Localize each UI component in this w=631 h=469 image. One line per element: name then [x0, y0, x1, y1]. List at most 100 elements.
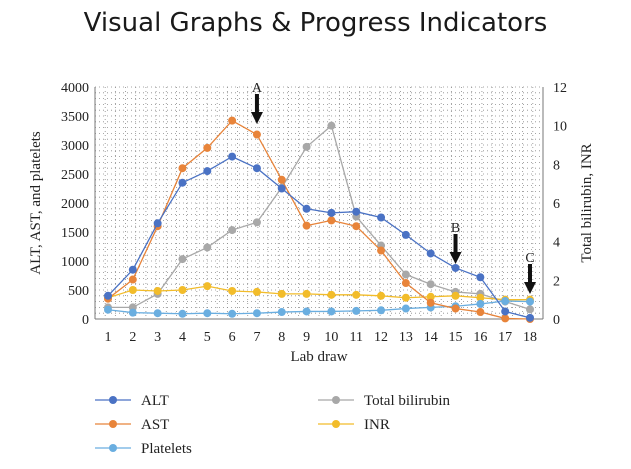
x-tick-label: 7: [253, 330, 260, 345]
data-point: [352, 222, 361, 231]
annotation-label: A: [252, 81, 263, 96]
legend-marker: [109, 396, 117, 404]
series-alt: [104, 152, 534, 322]
data-point: [128, 275, 137, 284]
annotation-arrow-shaft: [254, 94, 259, 114]
legend-marker: [109, 444, 117, 452]
grid: [94, 86, 544, 320]
data-point: [277, 184, 286, 193]
data-point: [277, 308, 286, 317]
legend-item-alt: ALT: [95, 393, 169, 409]
series-platelets: [104, 297, 534, 318]
data-point: [228, 152, 237, 161]
legend-label: AST: [141, 417, 169, 433]
data-point: [203, 309, 212, 318]
data-point: [426, 292, 435, 301]
annotation-arrow-shaft: [453, 234, 458, 254]
x-tick-label: 18: [523, 330, 537, 345]
x-tick-label: 4: [179, 330, 186, 345]
data-point: [252, 309, 261, 318]
series-layer: [104, 116, 534, 323]
data-point: [377, 213, 386, 222]
axes: 0 500 1000 1500 2000 2500 3000 3500 4000 0 2 4 6 8 10 1…: [61, 81, 567, 345]
legend-marker: [332, 420, 340, 428]
data-point: [203, 143, 212, 152]
data-point: [228, 286, 237, 295]
data-point: [327, 290, 336, 299]
y-tick-label: 500: [68, 284, 89, 299]
data-point: [352, 306, 361, 315]
x-tick-label: 3: [154, 330, 161, 345]
legend: ALT AST Platelets Total bilirubin INR: [95, 393, 451, 457]
data-point: [377, 246, 386, 255]
data-point: [104, 305, 112, 314]
data-point: [401, 293, 410, 302]
data-point: [252, 287, 261, 296]
data-point: [178, 164, 187, 173]
x-tick-label: 11: [349, 330, 362, 345]
x-tick-label: 12: [374, 330, 388, 345]
annotation-arrow-head: [524, 282, 536, 294]
x-tick-label: 9: [303, 330, 310, 345]
data-point: [377, 291, 386, 300]
data-point: [178, 255, 187, 264]
y-tick-label: 2500: [61, 168, 89, 183]
x-tick-label: 10: [324, 330, 338, 345]
data-point: [476, 308, 485, 317]
series-line: [107, 119, 531, 320]
data-point: [327, 307, 336, 316]
data-point: [352, 207, 361, 216]
annotation-b: B: [449, 221, 462, 264]
data-point: [476, 299, 485, 308]
x-tick-label: 16: [473, 330, 487, 345]
y-tick-label: 0: [82, 313, 89, 328]
data-point: [526, 305, 534, 314]
x-tick-label: 8: [278, 330, 285, 345]
y-tick-label: 4000: [61, 81, 89, 96]
data-point: [401, 270, 410, 279]
annotation-label: B: [451, 221, 460, 236]
y2-tick-label: 2: [553, 274, 560, 289]
data-point: [178, 286, 187, 294]
annotation-arrow-head: [449, 252, 462, 264]
data-point: [426, 249, 435, 258]
data-point: [228, 116, 237, 125]
data-point: [128, 308, 137, 317]
data-point: [203, 282, 212, 291]
data-point: [327, 208, 336, 217]
y-tick-label: 2000: [61, 197, 89, 212]
data-point: [377, 306, 386, 315]
legend-label: ALT: [141, 393, 169, 409]
legend-label: Total bilirubin: [364, 393, 451, 409]
data-point: [277, 175, 286, 184]
data-point: [153, 219, 162, 228]
data-point: [401, 230, 410, 239]
x-tick-label: 2: [129, 330, 136, 345]
data-point: [476, 293, 485, 302]
annotation-label: C: [525, 251, 534, 266]
data-point: [426, 298, 435, 307]
data-point: [352, 290, 361, 299]
data-point: [426, 280, 435, 289]
annotations: A B C: [250, 81, 536, 294]
x-axis-label: Lab draw: [290, 349, 347, 365]
legend-item-platelets: Platelets: [95, 441, 192, 457]
legend-label: Platelets: [141, 441, 192, 457]
y-tick-label: 3000: [61, 139, 89, 154]
series-line: [107, 285, 530, 301]
y2-tick-label: 6: [553, 197, 560, 212]
y2-tick-label: 12: [553, 81, 567, 96]
data-point: [153, 286, 162, 295]
data-point: [104, 291, 112, 300]
annotation-arrow-shaft: [528, 264, 532, 284]
y-tick-label: 3500: [61, 110, 89, 125]
page-title: Visual Graphs & Progress Indicators: [83, 8, 548, 38]
data-point: [252, 164, 261, 173]
data-point: [401, 304, 410, 313]
x-tick-label: 14: [424, 330, 438, 345]
data-point: [153, 309, 162, 318]
y2-tick-label: 8: [553, 158, 560, 173]
data-point: [203, 243, 212, 252]
y2-tick-label: 0: [553, 313, 560, 328]
data-point: [252, 130, 261, 139]
